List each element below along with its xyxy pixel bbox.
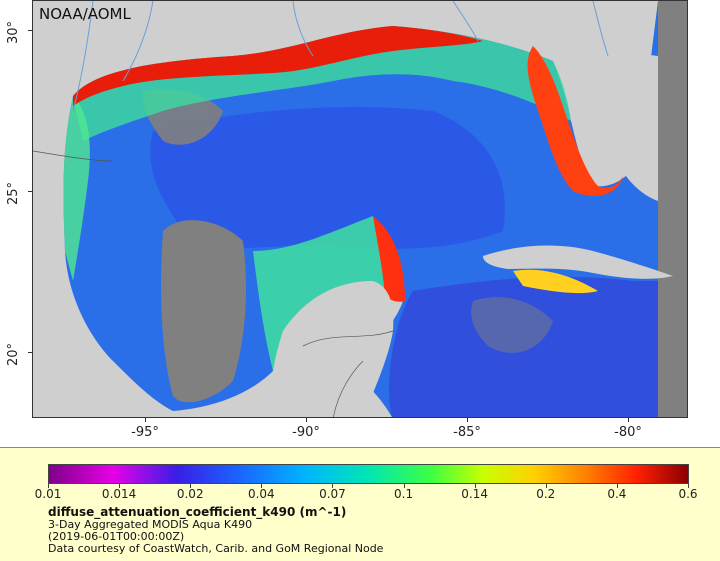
lat-tick-30 xyxy=(28,30,32,31)
lon-tick-80 xyxy=(628,418,629,422)
colorbar-tick-label: 0.14 xyxy=(461,487,489,501)
colorbar-tick-label: 0.6 xyxy=(678,487,698,501)
lon-tick-95 xyxy=(145,418,146,422)
florida-land xyxy=(553,53,658,202)
k490-map xyxy=(33,1,687,417)
lon-label-85: -85° xyxy=(453,425,481,440)
high-k490-campeche xyxy=(373,216,405,302)
colorbar-tick-label: 0.07 xyxy=(319,487,346,501)
open-gulf-deep xyxy=(150,107,505,249)
colorbar-tick-label: 0.4 xyxy=(607,487,627,501)
legend-panel: 0.01 0.014 0.02 0.04 0.07 0.1 0.14 0.2 0.4 0.6 di… xyxy=(0,447,720,561)
cloud-gap-caribbean xyxy=(471,297,553,353)
lat-label-30: 30° xyxy=(6,20,21,44)
no-data-east-strip xyxy=(658,1,687,417)
colorbar-tick xyxy=(190,484,192,488)
colorbar-tick xyxy=(474,484,476,488)
coastal-band-west xyxy=(63,96,90,281)
rivers xyxy=(72,1,609,112)
colorbar-tick xyxy=(48,484,49,488)
lat-tick-25 xyxy=(28,191,32,192)
colorbar-tick xyxy=(332,484,334,488)
colorbar-tick xyxy=(119,484,121,488)
colorbar-tick-label: 0.1 xyxy=(394,487,414,501)
legend-source: Data courtesy of CoastWatch, Carib. and … xyxy=(48,542,384,555)
colorbar-tick-label: 0.2 xyxy=(536,487,556,501)
legend-description: 3-Day Aggregated MODIS Aqua K490 xyxy=(48,518,253,531)
colorbar-tick-label: 0.04 xyxy=(247,487,275,501)
legend-time: (2019-06-01T00:00:00Z) xyxy=(48,530,185,543)
colorbar-tick-label: 0.02 xyxy=(176,487,204,501)
legend-variable: diffuse_attenuation_coefficient_k490 (m^… xyxy=(48,505,347,519)
colorbar-tick xyxy=(688,484,689,488)
coastal-band-north xyxy=(73,26,571,141)
lat-tick-20 xyxy=(28,352,32,353)
borders xyxy=(33,150,394,417)
credit-label: NOAA/AOML xyxy=(39,5,131,23)
high-k490-louisiana xyxy=(73,26,483,106)
cuba-land xyxy=(483,245,673,279)
colorbar-tick xyxy=(545,484,547,488)
colorbar-tick xyxy=(616,484,618,488)
colorbar-tick-label: 0.01 xyxy=(34,487,62,501)
lat-label-25: 25° xyxy=(6,181,21,205)
colorbar-tick xyxy=(261,484,263,488)
caribbean-water xyxy=(389,276,687,417)
lon-label-95: -95° xyxy=(131,425,159,440)
cloud-gap-west xyxy=(161,220,246,403)
yucatan-land xyxy=(271,281,394,417)
lon-label-80: -80° xyxy=(614,425,642,440)
lon-tick-85 xyxy=(467,418,468,422)
map-panel[interactable]: NOAA/AOML xyxy=(32,0,688,418)
lon-tick-90 xyxy=(306,418,307,422)
high-k490-florida-west xyxy=(527,46,623,196)
colorbar xyxy=(48,464,689,484)
colorbar-tick xyxy=(403,484,405,488)
colorbar-tick-label: 0.014 xyxy=(101,487,137,501)
lat-label-20: 20° xyxy=(6,342,21,366)
high-k490-cuba-south xyxy=(513,269,598,294)
lon-label-90: -90° xyxy=(292,425,320,440)
